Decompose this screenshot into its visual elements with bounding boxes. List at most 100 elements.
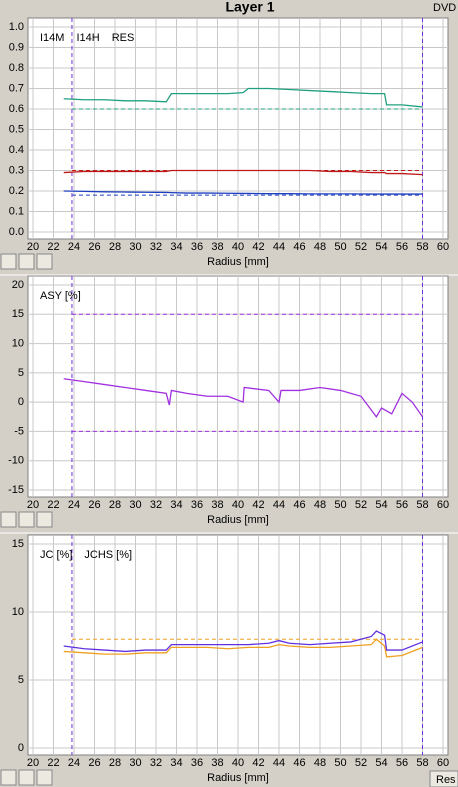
x-tick-label: 52	[355, 499, 367, 511]
x-tick-label: 52	[355, 757, 367, 769]
res-button-label[interactable]: Res	[436, 774, 456, 786]
x-tick-label: 46	[293, 241, 305, 253]
x-tick-label: 60	[437, 757, 449, 769]
x-tick-label: 54	[375, 499, 387, 511]
legend-entry: JC [%]	[40, 549, 72, 561]
toolbar-button[interactable]	[18, 769, 35, 786]
x-tick-label: 40	[232, 499, 244, 511]
x-tick-label: 58	[416, 499, 428, 511]
x-tick-label: 34	[170, 757, 182, 769]
y-tick-label: 10	[12, 606, 24, 618]
y-tick-label: 0.4	[9, 144, 24, 156]
legend-entry: I14M	[40, 32, 64, 44]
y-tick-label: 1.0	[9, 21, 24, 33]
toolbar-button[interactable]	[36, 769, 53, 786]
y-tick-label: 15	[12, 538, 24, 550]
legend-entry: JCHS [%]	[84, 549, 132, 561]
x-tick-label: 22	[47, 757, 59, 769]
series-line	[63, 638, 423, 658]
series-line	[63, 378, 424, 418]
x-tick-label: 36	[191, 241, 203, 253]
x-tick-label: 24	[68, 757, 80, 769]
window-title: Layer 1	[225, 0, 274, 15]
x-tick-label: 20	[27, 499, 39, 511]
toolbar-button[interactable]	[0, 253, 17, 270]
x-tick-label: 22	[47, 499, 59, 511]
y-tick-label: 0	[18, 396, 24, 408]
x-tick-label: 50	[334, 241, 346, 253]
x-tick-label: 48	[314, 241, 326, 253]
x-tick-label: 44	[273, 499, 285, 511]
x-tick-label: 26	[88, 499, 100, 511]
x-tick-label: 48	[314, 499, 326, 511]
y-tick-label: 20	[12, 279, 24, 291]
y-tick-label: 0.6	[9, 103, 24, 115]
x-tick-label: 32	[150, 757, 162, 769]
x-tick-label: 44	[273, 757, 285, 769]
y-tick-label: 10	[12, 337, 24, 349]
x-tick-label: 38	[211, 499, 223, 511]
x-axis-label: Radius [mm]	[207, 514, 269, 526]
x-tick-label: 36	[191, 499, 203, 511]
x-tick-label: 48	[314, 757, 326, 769]
y-tick-label: 0.1	[9, 205, 24, 217]
x-tick-label: 56	[396, 757, 408, 769]
toolbar-button[interactable]	[18, 253, 35, 270]
res-button[interactable]	[429, 770, 458, 787]
toolbar-button[interactable]	[36, 253, 53, 270]
legend-entry: RES	[112, 32, 135, 44]
x-tick-label: 58	[416, 757, 428, 769]
series-line	[63, 190, 423, 195]
x-tick-label: 28	[109, 241, 121, 253]
x-tick-label: 22	[47, 241, 59, 253]
y-tick-label: -5	[14, 425, 24, 437]
x-tick-label: 36	[191, 757, 203, 769]
toolbar-button[interactable]	[0, 769, 17, 786]
x-tick-label: 58	[416, 241, 428, 253]
x-tick-label: 32	[150, 241, 162, 253]
x-tick-label: 50	[334, 757, 346, 769]
y-tick-label: -15	[8, 484, 24, 496]
x-tick-label: 32	[150, 499, 162, 511]
legend-entry: ASY [%]	[40, 290, 81, 302]
x-axis-label: Radius [mm]	[207, 772, 269, 784]
y-tick-label: 0.3	[9, 164, 24, 176]
y-tick-label: 0	[18, 742, 24, 754]
y-tick-label: 0.5	[9, 123, 24, 135]
x-tick-label: 56	[396, 241, 408, 253]
x-tick-label: 52	[355, 241, 367, 253]
y-tick-label: 15	[12, 308, 24, 320]
toolbar-button[interactable]	[0, 511, 17, 528]
x-tick-label: 30	[129, 241, 141, 253]
y-tick-label: 5	[18, 674, 24, 686]
x-tick-label: 30	[129, 757, 141, 769]
x-tick-label: 20	[27, 241, 39, 253]
x-tick-label: 34	[170, 241, 182, 253]
x-tick-label: 30	[129, 499, 141, 511]
x-tick-label: 60	[437, 241, 449, 253]
y-tick-label: -10	[8, 455, 24, 467]
x-tick-label: 20	[27, 757, 39, 769]
x-tick-label: 40	[232, 757, 244, 769]
x-tick-label: 38	[211, 757, 223, 769]
x-tick-label: 28	[109, 499, 121, 511]
x-tick-label: 40	[232, 241, 244, 253]
x-tick-label: 50	[334, 499, 346, 511]
series-line	[63, 87, 423, 108]
toolbar-button[interactable]	[18, 511, 35, 528]
x-tick-label: 26	[88, 757, 100, 769]
y-tick-label: 0.2	[9, 185, 24, 197]
x-tick-label: 24	[68, 241, 80, 253]
x-tick-label: 54	[375, 757, 387, 769]
x-tick-label: 34	[170, 499, 182, 511]
toolbar-button[interactable]	[36, 511, 53, 528]
x-tick-label: 42	[252, 757, 264, 769]
series-line	[63, 630, 423, 653]
y-tick-label: 0.0	[9, 226, 24, 238]
x-tick-label: 46	[293, 499, 305, 511]
y-tick-label: 0.8	[9, 62, 24, 74]
x-tick-label: 24	[68, 499, 80, 511]
x-tick-label: 46	[293, 757, 305, 769]
format-label: DVD	[433, 2, 456, 14]
